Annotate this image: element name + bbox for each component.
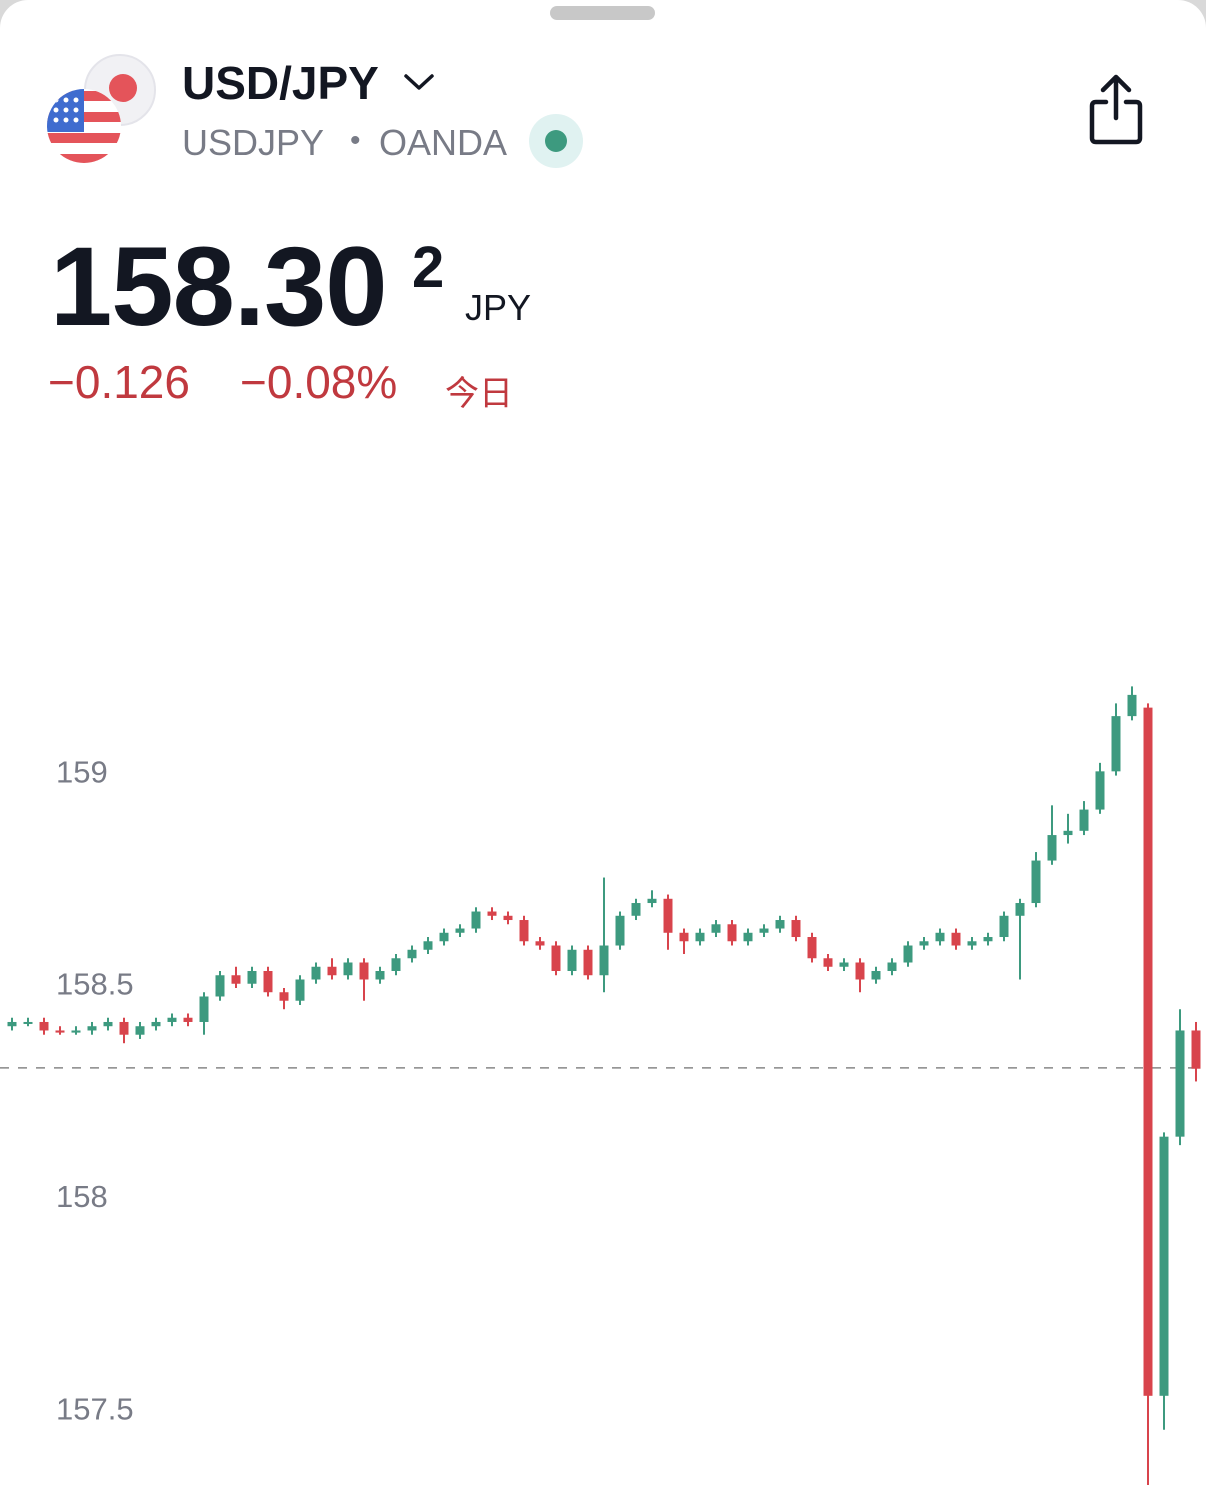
candle-body	[1079, 809, 1089, 831]
candle-body	[1047, 835, 1057, 861]
candle-body	[1015, 903, 1025, 916]
price: 158.30	[50, 224, 388, 349]
candle-body	[279, 992, 289, 1001]
candle-body	[903, 945, 913, 963]
candle-body	[167, 1017, 177, 1022]
exchange: OANDA	[379, 122, 508, 163]
candle-body	[487, 911, 497, 916]
candle-body	[1159, 1136, 1169, 1396]
candle-body	[1095, 771, 1105, 810]
share-button[interactable]	[1084, 72, 1148, 150]
candle-body	[775, 920, 785, 929]
candle-body	[919, 941, 929, 946]
candle-body	[407, 949, 417, 959]
candle-body	[439, 932, 449, 942]
change-percent: −0.08%	[240, 356, 398, 408]
period: 今日	[445, 374, 513, 414]
candle-body	[823, 958, 833, 967]
candle-body	[663, 898, 673, 933]
ticker: USDJPY	[182, 122, 325, 163]
candle-body	[327, 966, 337, 976]
candle-body	[695, 932, 705, 942]
candle-body	[71, 1030, 81, 1033]
candle-body	[391, 958, 401, 971]
price-pip: 2	[412, 235, 445, 300]
candle-body	[1063, 830, 1073, 836]
candle-body	[215, 975, 225, 997]
candle-body	[55, 1030, 65, 1033]
candle-body	[983, 937, 993, 942]
currency-flags	[47, 54, 156, 163]
candle-body	[567, 949, 577, 971]
candle-body	[1111, 716, 1121, 772]
candle-body	[1175, 1030, 1185, 1137]
symbol-title[interactable]: USD/JPY	[182, 57, 379, 109]
candle-body	[871, 971, 881, 980]
candle-body	[1031, 860, 1041, 904]
y-tick-label: 158	[56, 1179, 108, 1214]
candle-body	[519, 920, 529, 942]
candle-body	[679, 932, 689, 942]
candle-body	[759, 928, 769, 933]
candle-body	[615, 915, 625, 946]
candle-body	[23, 1021, 33, 1024]
candle-body	[103, 1021, 113, 1027]
candle-body	[887, 962, 897, 971]
candle-body	[423, 941, 433, 950]
candle-body	[231, 975, 241, 984]
separator: •	[350, 124, 361, 157]
candle-body	[951, 932, 961, 946]
candle-body	[359, 962, 369, 980]
candle-body	[199, 996, 209, 1022]
candle-body	[295, 979, 305, 1001]
candle-body	[727, 924, 737, 942]
y-tick-label: 159	[56, 754, 108, 789]
candle-body	[935, 932, 945, 942]
y-tick-label: 157.5	[56, 1392, 134, 1427]
candle-body	[631, 903, 641, 916]
candle-body	[503, 915, 513, 921]
candle-body	[839, 962, 849, 967]
candle-body	[583, 949, 593, 976]
candle-body	[247, 971, 257, 984]
y-tick-label: 158.5	[56, 967, 134, 1002]
candle-body	[807, 937, 817, 959]
dropdown-chevron[interactable]	[402, 70, 436, 94]
candle-body	[471, 911, 481, 929]
candle-body	[343, 962, 353, 976]
drag-handle[interactable]	[550, 6, 655, 20]
candle-body	[1143, 707, 1153, 1396]
candle-body	[647, 898, 657, 904]
candle-body	[999, 915, 1009, 938]
candle-body	[1127, 694, 1137, 717]
currency: JPY	[465, 287, 532, 328]
candle-body	[135, 1026, 145, 1035]
candle-body	[455, 928, 465, 933]
candle-body	[39, 1021, 49, 1031]
candle-body	[263, 971, 273, 993]
candle-body	[119, 1021, 129, 1035]
market-status	[529, 114, 583, 168]
candle-body	[791, 920, 801, 938]
change: −0.126	[48, 356, 190, 408]
candle-body	[599, 945, 609, 976]
candle-body	[7, 1021, 17, 1027]
candle-body	[743, 932, 753, 942]
candle-body	[87, 1026, 97, 1031]
candle-body	[551, 945, 561, 971]
candle-body	[1191, 1030, 1201, 1069]
candle-body	[967, 941, 977, 946]
candle-body	[151, 1021, 161, 1027]
candle-body	[183, 1017, 193, 1022]
candle-body	[311, 966, 321, 980]
candle-body	[711, 924, 721, 933]
candle-body	[535, 941, 545, 946]
candle-body	[855, 962, 865, 980]
candle-body	[375, 971, 385, 980]
